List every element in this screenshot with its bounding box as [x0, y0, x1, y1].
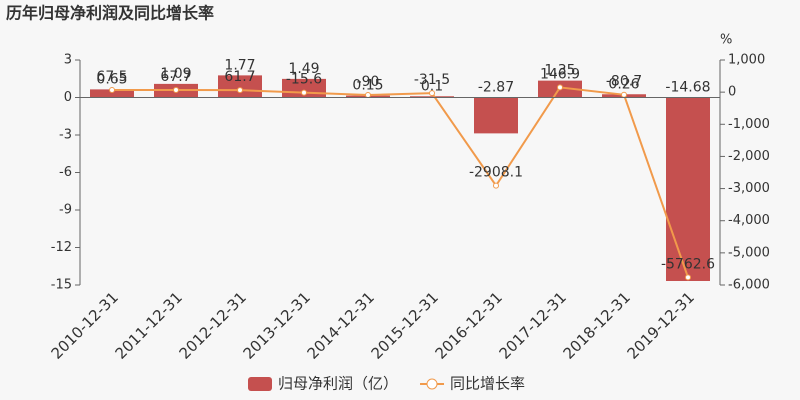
bar [90, 89, 134, 98]
legend-swatch [426, 378, 438, 390]
y-tick-label: -9 [59, 203, 72, 218]
line-value-label: 146.9 [540, 66, 580, 82]
bar-value-label: 0.65 [96, 71, 127, 87]
line-value-label: 67.5 [96, 69, 127, 85]
line [111, 86, 689, 278]
bar [218, 75, 262, 98]
y2-unit: % [720, 33, 732, 48]
bar [474, 97, 518, 134]
legend-label: 归母净利润（亿） [278, 375, 398, 393]
bar-value-label: 1.49 [288, 61, 319, 77]
line-value-label: -80.7 [606, 74, 642, 90]
y2-tick-label: -3,000 [728, 181, 770, 196]
bar [666, 97, 710, 281]
bar-value-label: 0.26 [608, 76, 639, 92]
line-value-label: 67.7 [160, 69, 191, 85]
y-tick-label: -6 [59, 165, 72, 180]
bar-value-label: 1.09 [160, 66, 191, 82]
line-point [557, 84, 563, 91]
bar-value-label: -14.68 [665, 80, 710, 96]
line-point [365, 92, 371, 99]
legend-label: 同比增长率 [450, 375, 525, 393]
line-point [237, 87, 243, 94]
line-point [493, 182, 499, 189]
line-point [429, 90, 435, 97]
bar [410, 96, 454, 98]
line-value-label: -15.6 [286, 72, 322, 88]
line-value-label: 61.7 [224, 69, 255, 85]
y-tick-label: 3 [64, 53, 72, 68]
bar-value-label: -2.87 [478, 80, 514, 96]
line-point [109, 86, 115, 93]
line-value-label: -31.5 [414, 72, 450, 88]
line-point [621, 91, 627, 98]
line-point [173, 86, 179, 93]
chart-title: 历年归母净利润及同比增长率 [6, 4, 214, 23]
bar-value-label: 1.77 [224, 57, 255, 73]
y2-tick-label: -6,000 [728, 278, 770, 293]
bar-value-label: 1.35 [544, 63, 575, 79]
line-point [685, 274, 691, 281]
y-tick-label: -15 [51, 278, 72, 293]
y2-tick-label: -2,000 [728, 149, 770, 164]
line-point [301, 89, 307, 96]
y-tick-label: -12 [51, 240, 72, 255]
line-value-label: -2908.1 [469, 165, 523, 181]
y2-tick-label: -4,000 [728, 213, 770, 228]
y-tick-label: 0 [64, 90, 72, 105]
bar-value-label: 0.1 [421, 78, 443, 94]
legend-swatch [248, 377, 272, 391]
y2-tick-label: 1,000 [728, 53, 765, 68]
y2-tick-label: -1,000 [728, 117, 770, 132]
y-tick-label: -3 [59, 128, 72, 143]
bar-value-label: 0.15 [352, 78, 383, 94]
line-value-label: -90 [357, 74, 380, 90]
line-value-label: -5762.6 [661, 256, 715, 272]
y2-tick-label: -5,000 [728, 245, 770, 260]
y2-tick-label: 0 [728, 85, 736, 100]
